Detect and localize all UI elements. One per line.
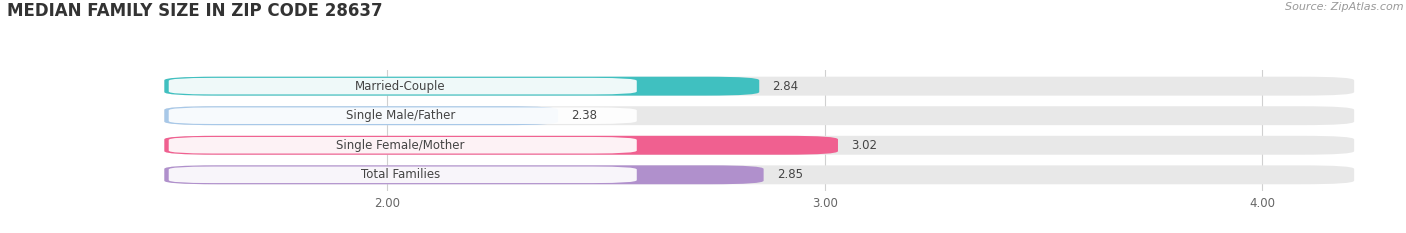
FancyBboxPatch shape xyxy=(169,137,637,154)
FancyBboxPatch shape xyxy=(165,165,1354,184)
FancyBboxPatch shape xyxy=(165,165,763,184)
Text: MEDIAN FAMILY SIZE IN ZIP CODE 28637: MEDIAN FAMILY SIZE IN ZIP CODE 28637 xyxy=(7,2,382,20)
FancyBboxPatch shape xyxy=(165,136,838,155)
Text: 2.38: 2.38 xyxy=(571,109,598,122)
FancyBboxPatch shape xyxy=(169,107,637,124)
FancyBboxPatch shape xyxy=(169,78,637,94)
FancyBboxPatch shape xyxy=(169,167,637,183)
Text: 3.02: 3.02 xyxy=(851,139,877,152)
Text: Married-Couple: Married-Couple xyxy=(356,80,446,93)
FancyBboxPatch shape xyxy=(165,136,1354,155)
FancyBboxPatch shape xyxy=(165,106,558,125)
Text: Source: ZipAtlas.com: Source: ZipAtlas.com xyxy=(1285,2,1403,12)
Text: 2.85: 2.85 xyxy=(776,168,803,181)
Text: Single Female/Mother: Single Female/Mother xyxy=(336,139,465,152)
Text: Single Male/Father: Single Male/Father xyxy=(346,109,456,122)
FancyBboxPatch shape xyxy=(165,106,1354,125)
Text: Total Families: Total Families xyxy=(361,168,440,181)
FancyBboxPatch shape xyxy=(165,77,1354,96)
Text: 2.84: 2.84 xyxy=(772,80,799,93)
FancyBboxPatch shape xyxy=(165,77,759,96)
